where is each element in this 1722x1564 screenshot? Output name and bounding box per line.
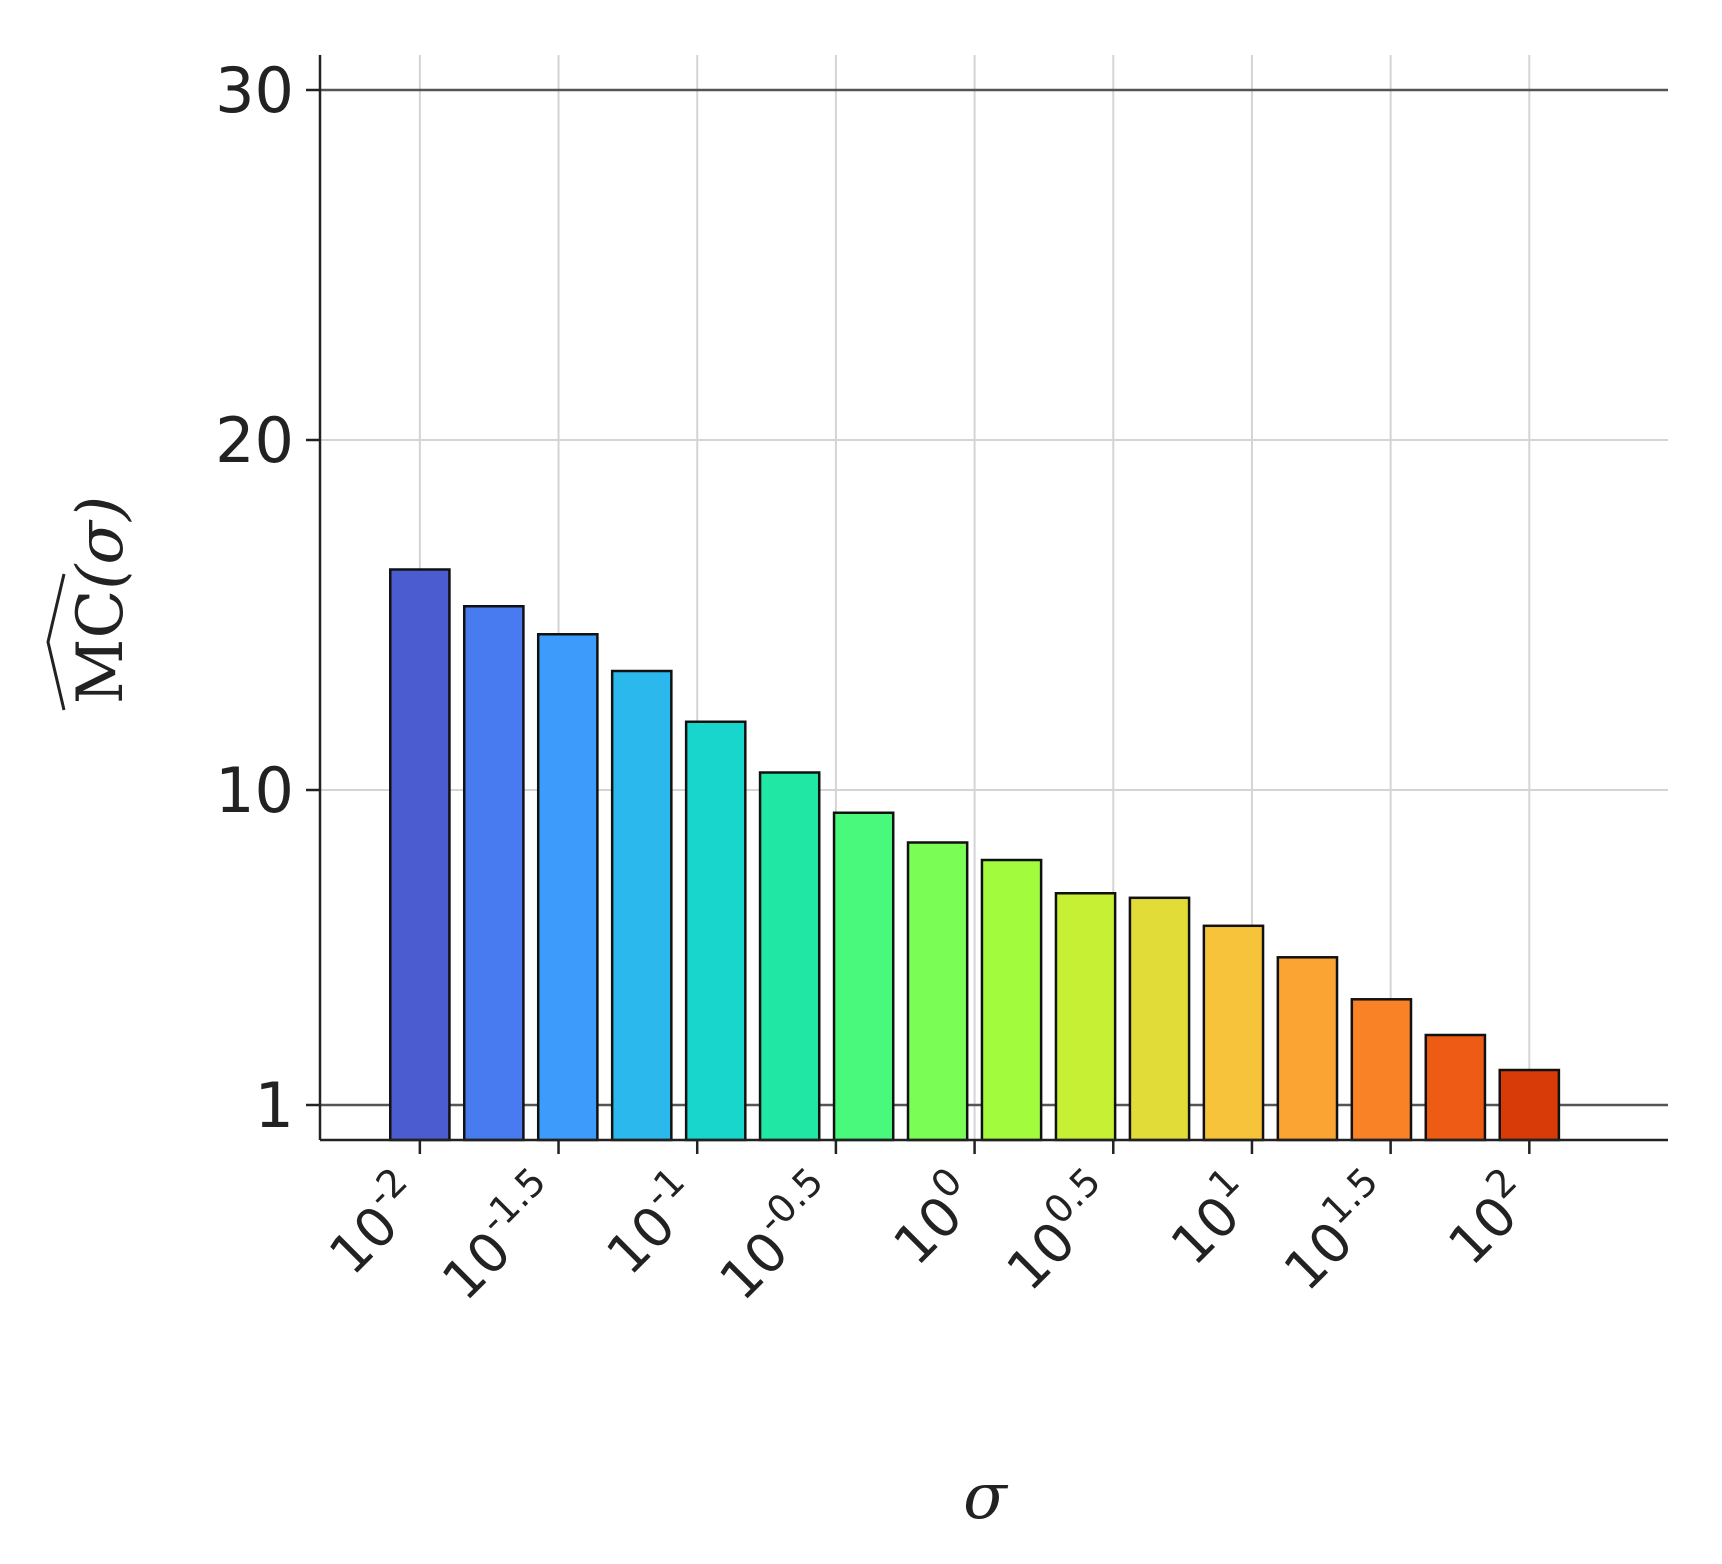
x-tick-label: 101.5 (1264, 1159, 1408, 1303)
bar (1498, 1068, 1561, 1142)
x-tick-label-text: 100.5 (987, 1159, 1131, 1303)
y-tick-label: 30 (215, 54, 294, 127)
x-tick-label-text: 101 (1151, 1159, 1269, 1277)
bar (1424, 1033, 1487, 1142)
bars (389, 568, 1561, 1142)
y-tick-label: 10 (215, 754, 294, 827)
y-axis-title-hat (46, 573, 66, 711)
bar (1276, 956, 1339, 1142)
x-tick-label: 101 (1151, 1159, 1269, 1277)
y-tick-labels: 1 10 20 30 (215, 54, 320, 1142)
bar (1350, 998, 1413, 1142)
bar (906, 841, 969, 1142)
svg-text:MC(σ): MC(σ) (64, 496, 138, 704)
grid-lines (320, 55, 1668, 1140)
bar (758, 771, 821, 1142)
bar (1054, 892, 1117, 1142)
y-tick-label: 1 (255, 1069, 294, 1142)
x-tick-label: 100 (874, 1159, 992, 1277)
x-tick-label: 10-2 (309, 1159, 437, 1287)
x-tick-label-text: 100 (874, 1159, 992, 1277)
bar (832, 811, 895, 1142)
bar (684, 720, 747, 1142)
x-tick-label: 100.5 (987, 1159, 1131, 1303)
bar (610, 669, 673, 1142)
x-tick-label: 10-1.5 (422, 1159, 575, 1312)
bar (1202, 924, 1265, 1142)
x-tick-label-text: 10-1 (587, 1159, 715, 1287)
bar (536, 633, 599, 1142)
bar (389, 568, 451, 1142)
x-tick-label-text: 10-0.5 (700, 1159, 853, 1312)
bar (1128, 896, 1191, 1142)
axes (318, 55, 1668, 1142)
x-axis-title: σ (963, 1460, 1009, 1534)
y-tick-label: 20 (215, 404, 294, 477)
y-axis-title-base: MC (64, 590, 138, 705)
x-tick-label: 10-0.5 (700, 1159, 853, 1312)
y-axis-title-argument: (σ) (64, 496, 138, 590)
bar (980, 858, 1043, 1142)
bar (462, 605, 525, 1142)
x-tick-label: 10-1 (587, 1159, 715, 1287)
x-tick-label-text: 10-2 (309, 1159, 437, 1287)
x-tick-label-text: 10-1.5 (422, 1159, 575, 1312)
x-tick-label-text: 102 (1428, 1159, 1546, 1277)
y-axis-title: MC(σ) (46, 496, 138, 711)
x-tick-label-text: 101.5 (1264, 1159, 1408, 1303)
x-tick-label: 102 (1428, 1159, 1546, 1277)
